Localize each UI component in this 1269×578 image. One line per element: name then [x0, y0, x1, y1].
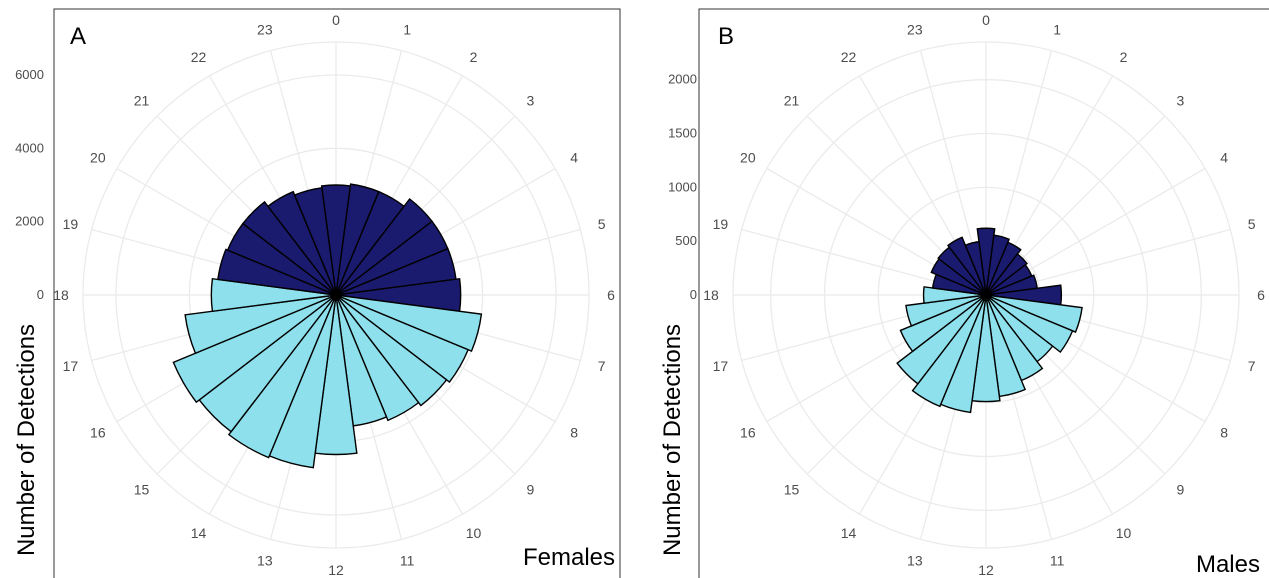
- hour-label: 0: [332, 12, 340, 28]
- hour-label: 2: [1120, 49, 1128, 65]
- hour-label: 8: [570, 425, 578, 441]
- hour-label: 4: [1220, 150, 1228, 166]
- y-tick-label: 0: [37, 287, 44, 302]
- bar-hour-23: [293, 186, 337, 296]
- y-tick-label: 1500: [668, 126, 697, 141]
- bar-hour-22: [947, 236, 987, 296]
- hour-label: 10: [466, 525, 482, 541]
- bars: [172, 183, 483, 469]
- hour-label: 19: [713, 216, 729, 232]
- hour-label: 15: [784, 481, 800, 497]
- y-axis-label: Number of Detections: [659, 324, 686, 556]
- hour-label: 18: [53, 287, 69, 303]
- hour-label: 4: [570, 150, 578, 166]
- bar-hour-14: [227, 294, 337, 459]
- hour-label: 3: [1177, 93, 1185, 109]
- hour-label: 2: [470, 49, 478, 65]
- hour-label: 21: [134, 93, 150, 109]
- hour-label: 7: [598, 358, 606, 374]
- y-tick-label: 0: [690, 287, 697, 302]
- hour-label: 18: [703, 287, 719, 303]
- hour-label: 20: [90, 150, 106, 166]
- bar-hour-16: [899, 294, 987, 353]
- hour-label: 12: [328, 562, 344, 578]
- hour-label: 11: [1050, 553, 1065, 569]
- hour-label: 9: [1177, 481, 1185, 497]
- bar-hour-19: [217, 248, 337, 296]
- panel-border: [698, 8, 1269, 578]
- bar-hour-10: [335, 294, 420, 422]
- hour-label: 23: [257, 21, 273, 37]
- y-tick-labels: 0 2000 4000 6000: [15, 67, 44, 302]
- hour-label: 23: [907, 21, 923, 37]
- bar-hour-9: [335, 294, 448, 407]
- y-tick-label: 2000: [668, 72, 697, 87]
- bar-hour-8: [985, 294, 1074, 354]
- panel-border: [53, 8, 621, 578]
- panel-label: B: [718, 23, 734, 50]
- y-tick-label: 4000: [15, 140, 44, 155]
- bar-hour-2: [985, 241, 1022, 296]
- hour-label: 16: [90, 425, 106, 441]
- y-tick-label: 1000: [668, 179, 697, 194]
- hour-label: 13: [907, 553, 923, 569]
- bar-hour-8: [335, 294, 470, 384]
- hour-label: 17: [63, 358, 79, 374]
- hour-label: 1: [403, 21, 411, 37]
- sex-label: Males: [1196, 551, 1260, 578]
- panel-label: A: [70, 23, 86, 50]
- bar-hour-18: [922, 286, 987, 304]
- hour-label: 6: [1257, 287, 1265, 303]
- hour-label: 14: [841, 525, 857, 541]
- hour-label: 11: [400, 553, 415, 569]
- hour-label: 22: [841, 49, 857, 65]
- hour-label: 20: [740, 150, 756, 166]
- y-axis-label: Number of Detections: [13, 324, 40, 556]
- hour-label: 3: [527, 93, 535, 109]
- hour-label: 9: [527, 481, 535, 497]
- bar-hour-17: [905, 294, 987, 327]
- hour-label: 6: [607, 287, 615, 303]
- bar-hour-0: [976, 227, 996, 296]
- bar-hour-23: [964, 240, 987, 296]
- y-tick-label: 500: [675, 233, 697, 248]
- hour-label: 21: [784, 93, 800, 109]
- y-tick-label: 6000: [15, 67, 44, 82]
- bar-hour-22: [266, 190, 337, 296]
- y-tick-label: 2000: [15, 214, 44, 229]
- hour-label: 8: [1220, 425, 1228, 441]
- bar-hour-18: [210, 277, 337, 313]
- hour-label: 7: [1248, 358, 1256, 374]
- hour-label: 19: [63, 216, 79, 232]
- hour-label: 15: [134, 481, 150, 497]
- hour-label: 13: [257, 553, 273, 569]
- hour-label: 5: [1248, 216, 1256, 232]
- hour-label: 10: [1116, 525, 1132, 541]
- y-tick-labels: 0 500 1000 1500 2000: [668, 72, 697, 302]
- bar-hour-16: [172, 294, 337, 404]
- bar-hour-21: [241, 200, 337, 296]
- bar-hour-14: [911, 294, 987, 408]
- bar-hour-15: [896, 294, 987, 385]
- hour-label: 16: [740, 425, 756, 441]
- hour-label: 22: [191, 49, 207, 65]
- bar-hour-17: [184, 294, 337, 355]
- sex-label: Females: [523, 544, 615, 571]
- bars: [896, 227, 1083, 414]
- hour-label: 1: [1053, 21, 1061, 37]
- bar-hour-3: [985, 253, 1028, 296]
- hour-label: 0: [982, 12, 990, 28]
- hour-label: 17: [713, 358, 729, 374]
- hour-label: 5: [598, 216, 606, 232]
- hour-label: 14: [191, 525, 207, 541]
- hour-label: 12: [978, 562, 994, 578]
- bar-hour-7: [335, 294, 483, 353]
